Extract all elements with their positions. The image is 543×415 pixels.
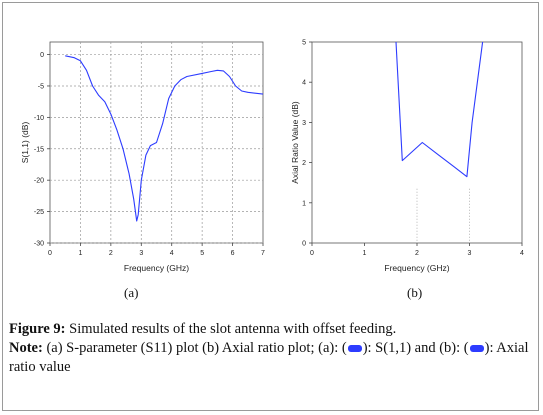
- x-tick-label-1-4: 4: [520, 250, 524, 257]
- panel-label-a: (a): [124, 285, 139, 300]
- note-text-1: (a) S-parameter (S11) plot (b) Axial rat…: [42, 340, 347, 356]
- charts-area: 0 1 2 3 4 5 6 7 0 -5 -10 -15 -20 -25 -30 Frequency (GHz…: [20, 40, 524, 274]
- y-tick-label-0-2: -10: [34, 115, 44, 122]
- y-tick-label-0-4: -20: [34, 178, 44, 185]
- y-tick-label-1-2: 2: [302, 160, 306, 167]
- x-tick-label-0-2: 2: [109, 250, 113, 257]
- figure-frame: [2, 2, 539, 411]
- panel-label-b: (b): [407, 285, 423, 300]
- x-tick-label-0-5: 5: [200, 250, 204, 257]
- figure-caption: Figure 9: Simulated results of the slot …: [9, 320, 534, 377]
- chart-s11: 0 1 2 3 4 5 6 7 0 -5 -10 -15 -20 -25 -30 Frequency (GHz…: [20, 40, 524, 274]
- x-tick-label-1-2: 2: [415, 250, 419, 257]
- y-axis-label-0: S(1,1) (dB): [20, 122, 30, 164]
- y-tick-label-1-4: 4: [302, 80, 306, 87]
- y-tick-label-0-6: -30: [34, 241, 44, 248]
- x-axis-label-0: Frequency (GHz): [124, 263, 189, 273]
- legend-swatch-s11: [347, 345, 362, 353]
- y-tick-label-0-5: -25: [34, 209, 44, 216]
- x-tick-label-0-4: 4: [170, 250, 174, 257]
- x-tick-label-0-6: 6: [231, 250, 235, 257]
- x-tick-label-0-1: 1: [78, 250, 82, 257]
- y-tick-label-0-1: -5: [38, 83, 44, 90]
- note-text-2: ): S(1,1) and (b): (: [362, 340, 469, 356]
- x-tick-label-0-7: 7: [261, 250, 265, 257]
- y-axis-label-1: Axial Ratio Value (dB): [290, 101, 300, 184]
- series-line-1-0: [395, 41, 484, 178]
- x-tick-label-1-0: 0: [310, 250, 314, 257]
- y-tick-label-0-0: 0: [40, 52, 44, 59]
- legend-swatch-axial: [469, 345, 484, 353]
- x-tick-label-1-1: 1: [363, 250, 367, 257]
- y-tick-label-1-5: 5: [302, 40, 306, 47]
- note-text-3: ): Axial ratio value: [9, 340, 529, 375]
- y-tick-label-1-1: 1: [302, 200, 306, 207]
- figure-label: Figure 9:: [9, 321, 66, 337]
- series-line-0-0: [65, 55, 264, 222]
- plot-area-0: [49, 41, 264, 244]
- x-axis-label-1: Frequency (GHz): [384, 263, 449, 273]
- figure-text: Simulated results of the slot antenna wi…: [65, 321, 397, 337]
- y-tick-label-1-0: 0: [302, 241, 306, 248]
- y-tick-label-0-3: -15: [34, 146, 44, 153]
- note-label: Note:: [9, 340, 43, 356]
- x-tick-label-0-3: 3: [139, 250, 143, 257]
- x-tick-label-0-0: 0: [48, 250, 52, 257]
- y-tick-label-1-3: 3: [302, 120, 306, 127]
- x-tick-label-1-3: 3: [468, 250, 472, 257]
